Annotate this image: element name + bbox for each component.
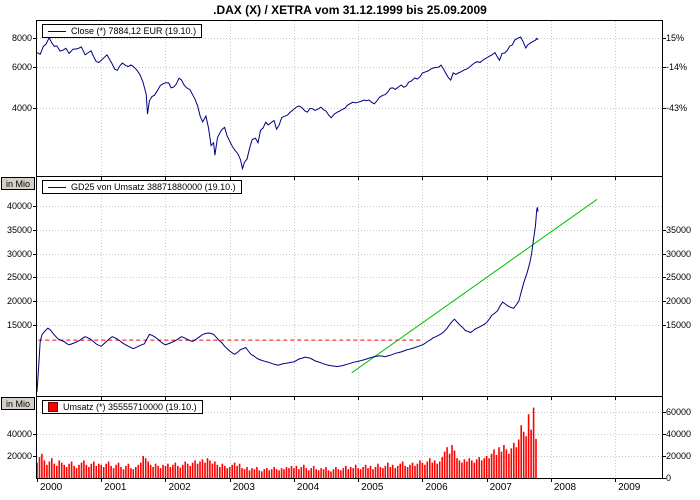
volume-plot <box>37 397 662 478</box>
y-axis-label: 35000 <box>6 225 32 236</box>
y-axis-tick <box>663 301 666 302</box>
y-axis-label: 40000 <box>6 201 32 212</box>
y-axis-tick <box>663 38 666 39</box>
gd25-unit-label: in Mio <box>1 177 35 190</box>
y-axis-label: 15000 <box>666 319 692 330</box>
y-axis-tick <box>663 456 666 457</box>
y-axis-tick <box>663 325 666 326</box>
y-axis-tick <box>33 456 36 457</box>
x-axis-label: 2008 <box>553 482 577 493</box>
y-axis-label: 0 <box>666 473 672 483</box>
y-axis-label: 60000 <box>666 406 692 417</box>
volume-legend: Umsatz (*) 35555710000 (19.10.) <box>42 400 203 414</box>
x-axis-tick <box>294 479 295 482</box>
y-axis-tick <box>33 277 36 278</box>
y-axis-tick <box>663 412 666 413</box>
gd25-legend: GD25 von Umsatz 38871880000 (19.10.) <box>42 180 242 194</box>
y-axis-label: 6000 <box>11 62 32 73</box>
gd25-panel: GD25 von Umsatz 38871880000 (19.10.) <box>36 176 663 397</box>
y-axis-label: 15% <box>666 33 685 44</box>
y-axis-tick <box>663 67 666 68</box>
y-axis-tick <box>33 325 36 326</box>
x-axis-label: 2009 <box>618 482 641 493</box>
x-axis-tick <box>165 479 166 482</box>
price-panel: Close (*) 7884,12 EUR (19.10.) <box>36 20 663 177</box>
y-axis-label: 20000 <box>6 450 32 461</box>
x-axis-label: 2005 <box>361 482 384 493</box>
y-axis-tick <box>663 108 666 109</box>
y-axis-label: 8000 <box>11 33 32 44</box>
y-axis-label: 20000 <box>666 450 692 461</box>
gd25-plot <box>37 177 662 396</box>
y-axis-tick <box>663 277 666 278</box>
y-axis-label: 25000 <box>6 272 32 283</box>
y-axis-label: 4000 <box>11 103 32 114</box>
x-axis-label: 2000 <box>40 482 63 493</box>
y-axis-tick <box>33 254 36 255</box>
y-axis-tick <box>663 230 666 231</box>
y-axis-label: 30000 <box>6 248 32 259</box>
y-axis-tick <box>33 38 36 39</box>
y-axis-label: 15000 <box>6 319 32 330</box>
x-axis-label: 2001 <box>104 482 127 493</box>
y-axis-label: -14% <box>666 62 688 73</box>
y-axis-tick <box>663 254 666 255</box>
y-axis-label: 20000 <box>666 296 692 307</box>
x-axis-tick <box>551 479 552 482</box>
gd25-line-swatch-icon <box>48 186 66 188</box>
chart-title: .DAX (X) / XETRA vom 31.12.1999 bis 25.0… <box>213 3 487 17</box>
y-axis-tick <box>663 434 666 435</box>
x-axis-tick <box>422 479 423 482</box>
x-axis-tick <box>487 479 488 482</box>
y-axis-label: 30000 <box>666 248 692 259</box>
price-plot <box>37 21 662 176</box>
x-axis-label: 2007 <box>489 482 512 493</box>
x-axis-tick <box>101 479 102 482</box>
x-axis-tick <box>358 479 359 482</box>
y-axis-tick <box>33 434 36 435</box>
x-axis-label: 2002 <box>168 482 191 493</box>
x-axis-label: 2004 <box>296 482 320 493</box>
y-axis-label: 25000 <box>666 272 692 283</box>
close-line-swatch-icon <box>48 30 66 32</box>
x-axis-label: 2006 <box>425 482 448 493</box>
volume-bar-swatch-icon <box>48 402 58 412</box>
volume-unit-label: in Mio <box>1 397 35 410</box>
x-axis-tick <box>230 479 231 482</box>
y-axis-label: 35000 <box>666 225 692 236</box>
volume-panel: Umsatz (*) 35555710000 (19.10.) <box>36 396 663 479</box>
y-axis-label: 20000 <box>6 296 32 307</box>
y-axis-label: -43% <box>666 103 688 114</box>
y-axis-tick <box>33 108 36 109</box>
price-legend-text: Close (*) 7884,12 EUR (19.10.) <box>71 26 197 36</box>
y-axis-tick <box>33 230 36 231</box>
y-axis-tick <box>33 206 36 207</box>
volume-legend-text: Umsatz (*) 35555710000 (19.10.) <box>63 402 197 412</box>
y-axis-tick <box>663 478 666 479</box>
x-axis-label: 2003 <box>232 482 255 493</box>
price-legend: Close (*) 7884,12 EUR (19.10.) <box>42 24 203 38</box>
y-axis-tick <box>33 301 36 302</box>
x-axis-tick <box>37 479 38 482</box>
x-axis-tick <box>615 479 616 482</box>
y-axis-tick <box>33 67 36 68</box>
y-axis-label: 40000 <box>6 428 32 439</box>
gd25-legend-text: GD25 von Umsatz 38871880000 (19.10.) <box>71 182 236 192</box>
y-axis-label: 40000 <box>666 428 692 439</box>
